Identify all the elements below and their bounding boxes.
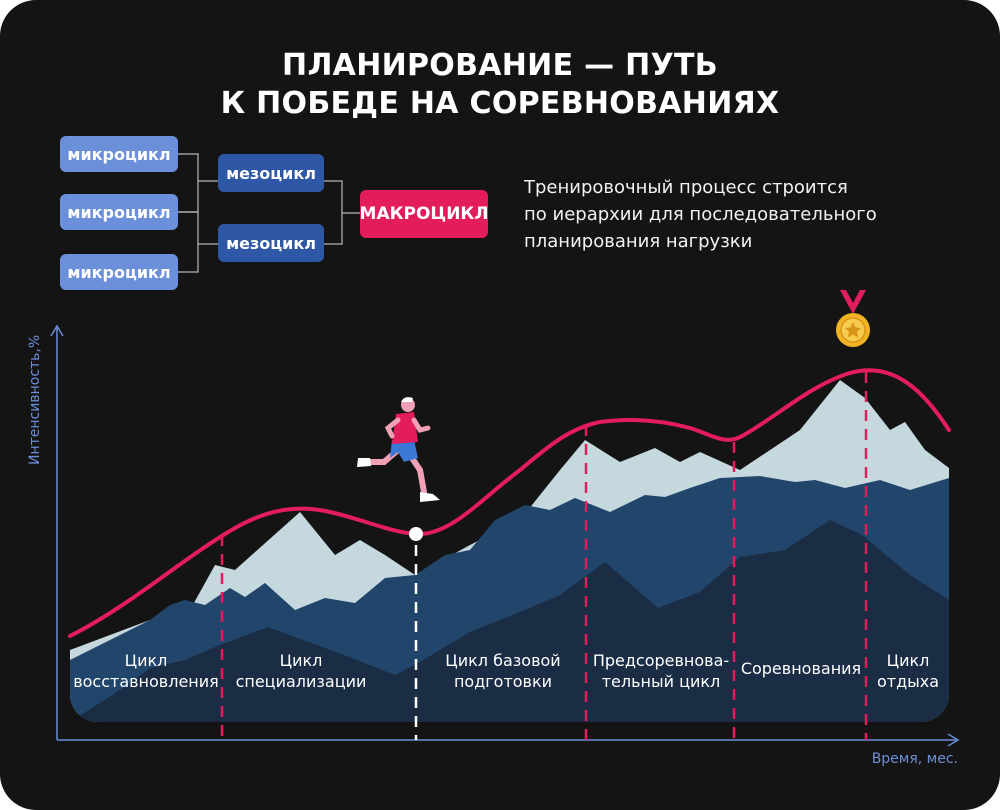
current-position-marker (409, 527, 423, 541)
stage-label-line: Соревнования (740, 659, 862, 678)
stage-label-competition: Соревнования (736, 658, 866, 679)
microcycle-box-1: микроцикл (60, 136, 178, 172)
runner-icon (357, 397, 440, 502)
stage-label-line: подготовки (453, 672, 553, 691)
medal-icon (836, 290, 870, 347)
stage-label-line: Цикл (279, 651, 323, 670)
microcycle-box-3: микроцикл (60, 254, 178, 290)
y-axis-label: Интенсивность,% (27, 334, 43, 465)
stage-label-rest: Цикл отдыха (868, 650, 948, 692)
stage-dividers (220, 372, 868, 740)
stage-label-recovery: Цикл восставновления (70, 650, 222, 692)
title-line-2: К ПОБЕДЕ НА СОРЕВНОВАНИЯХ (220, 86, 780, 121)
stage-label-precompetition: Предсоревнова- тельный цикл (588, 650, 734, 692)
title-line-1: ПЛАНИРОВАНИЕ — ПУТЬ (282, 48, 718, 83)
stage-label-line: Цикл (886, 651, 930, 670)
description-line-3: планирования нагрузки (524, 231, 753, 252)
description-line-1: Тренировочный процесс строится (524, 177, 848, 198)
stage-label-base: Цикл базовой подготовки (418, 650, 588, 692)
stage-label-line: Предсоревнова- (592, 651, 730, 670)
page-title: ПЛАНИРОВАНИЕ — ПУТЬ К ПОБЕДЕ НА СОРЕВНОВ… (0, 47, 1000, 123)
mesocycle-box-1: мезоцикл (218, 154, 324, 192)
stage-label-specialization: Цикл специализации (226, 650, 376, 692)
stage-label-line: восставновления (73, 672, 219, 691)
mesocycle-box-2: мезоцикл (218, 224, 324, 262)
stage-label-line: Цикл (124, 651, 168, 670)
microcycle-box-2: микроцикл (60, 194, 178, 230)
description-line-2: по иерархии для последовательного (524, 204, 877, 225)
intensity-curve (68, 368, 951, 638)
x-axis-label: Время, мес. (871, 751, 958, 767)
macrocycle-box: МАКРОЦИКЛ (360, 190, 488, 238)
stage-label-line: специализации (235, 672, 367, 691)
chart-axes (50, 324, 960, 747)
stage-label-line: отдыха (876, 672, 940, 691)
mountain-dark-layer (70, 520, 949, 722)
description-text: Тренировочный процесс строится по иерарх… (524, 174, 944, 255)
stage-label-line: тельный цикл (601, 672, 721, 691)
stage-label-line: Цикл базовой (445, 651, 561, 670)
